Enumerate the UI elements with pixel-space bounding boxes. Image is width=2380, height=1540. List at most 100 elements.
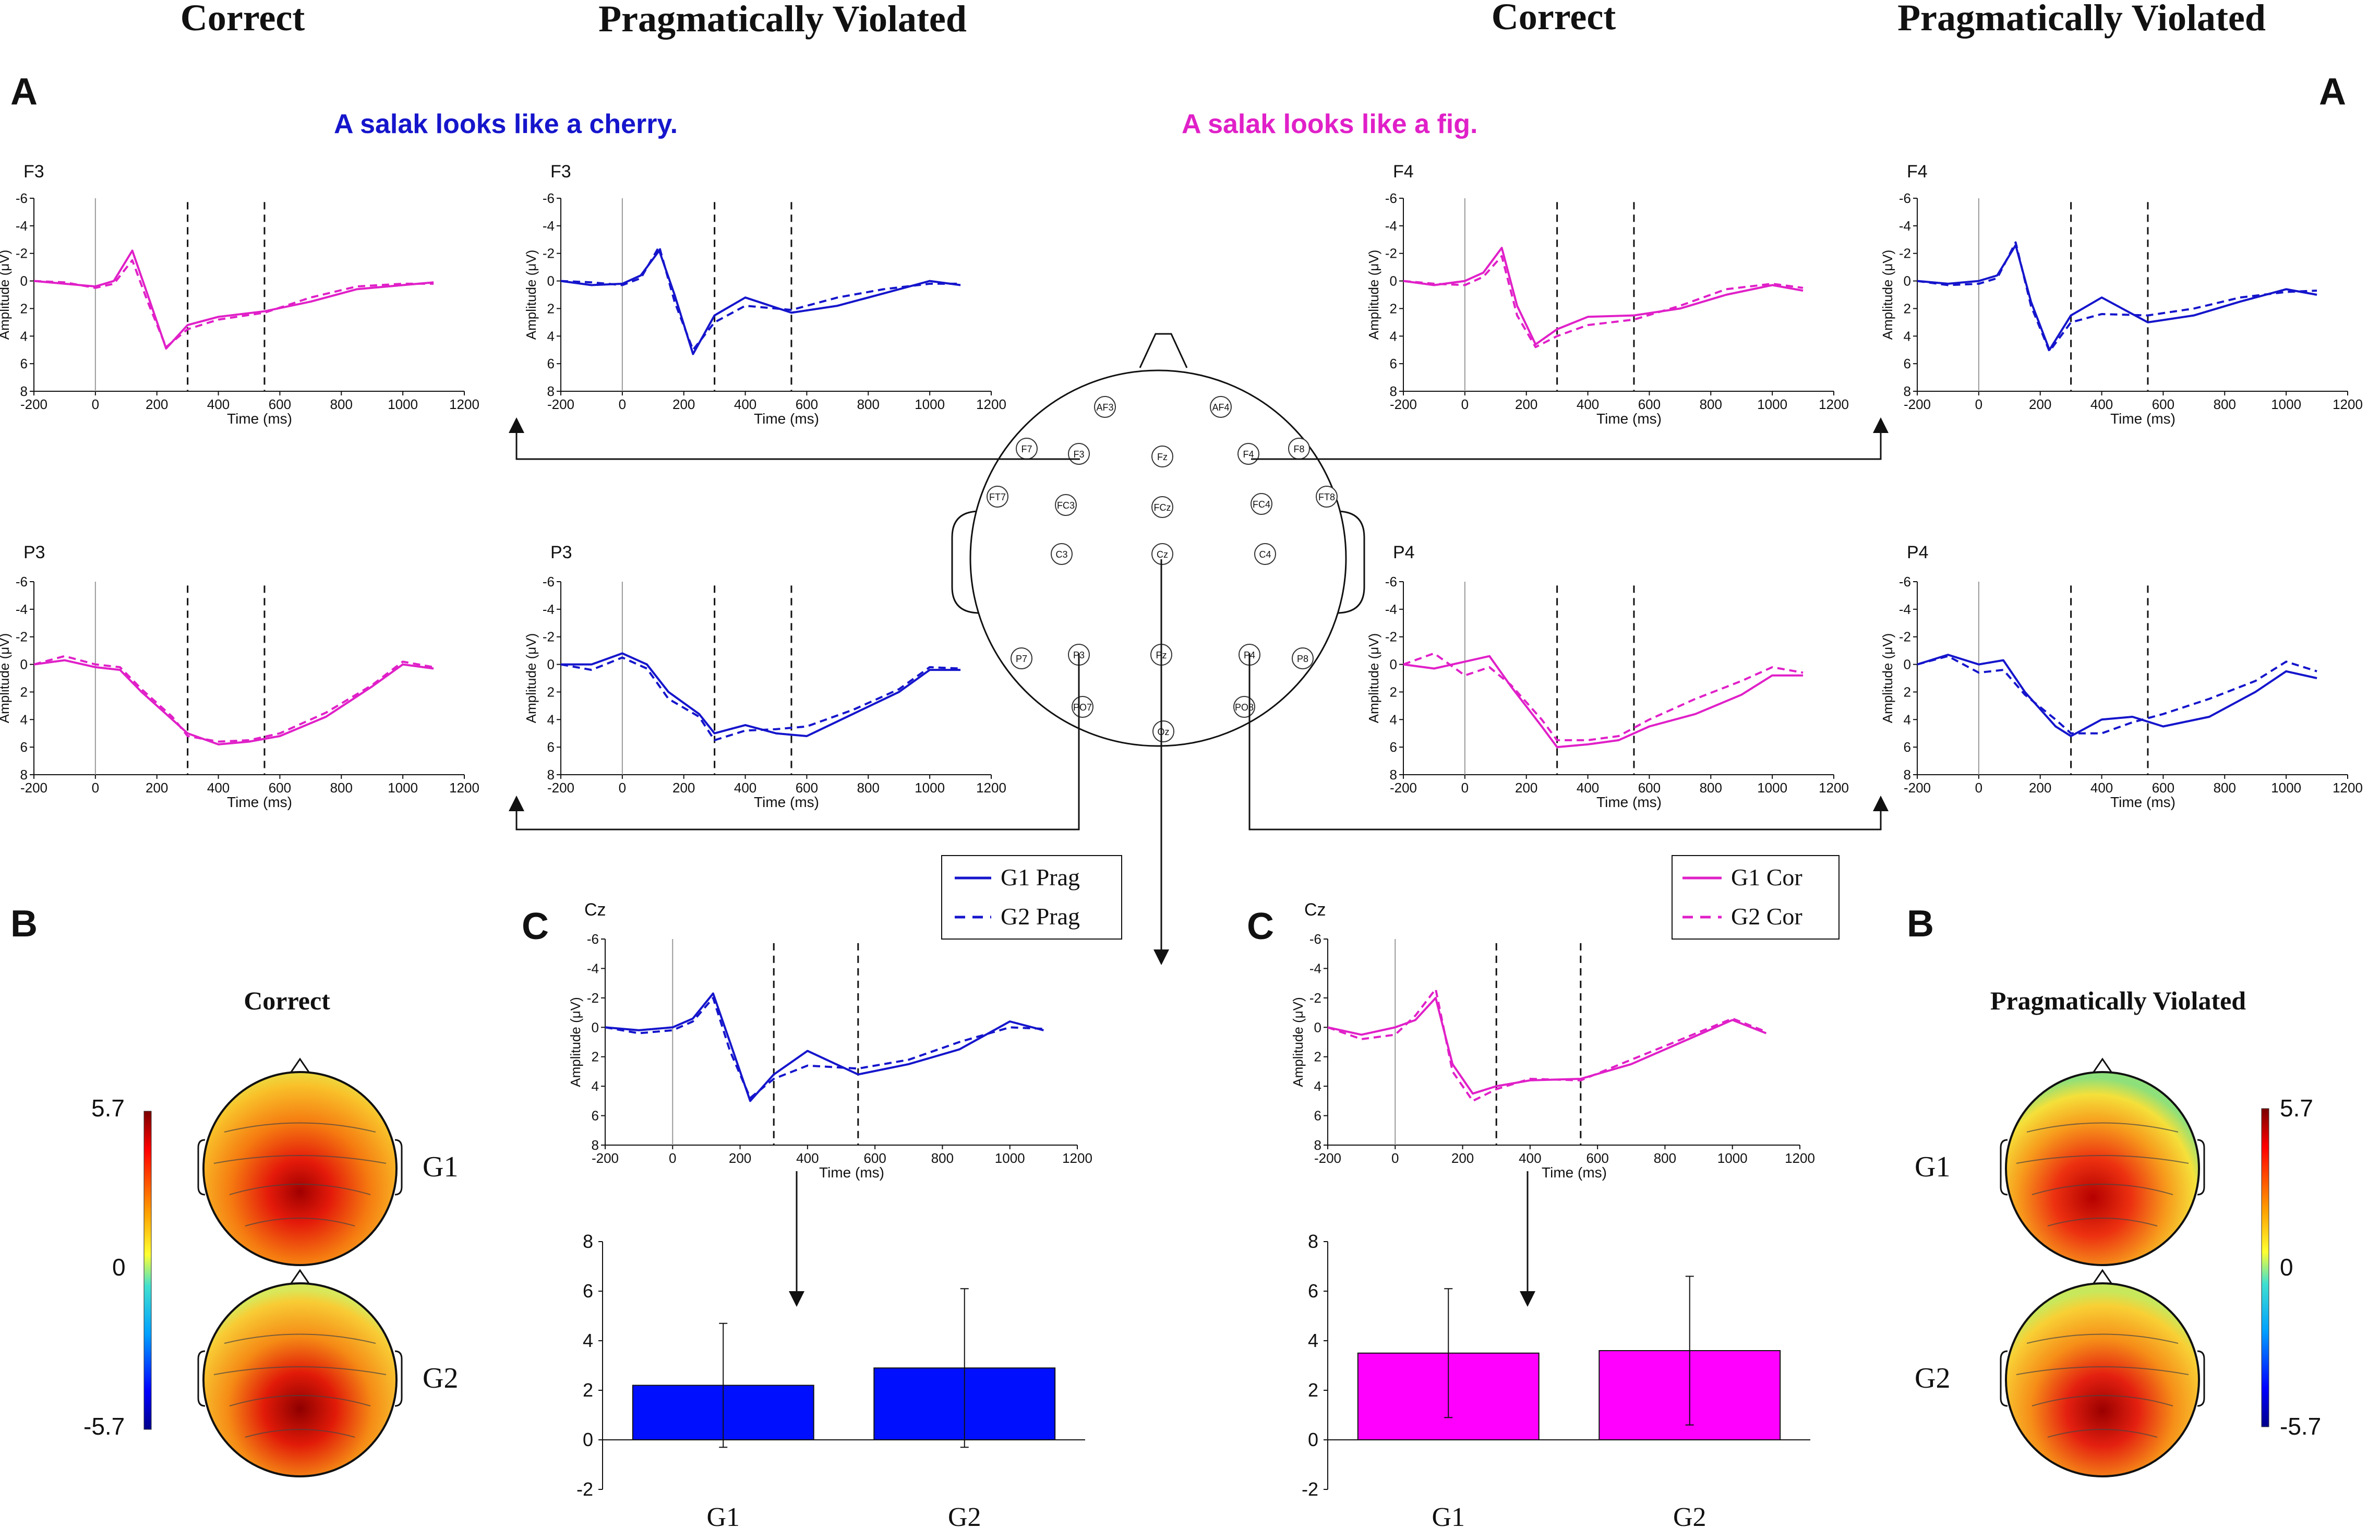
y-tick-label: 0: [592, 1019, 599, 1035]
electrode-circle: [1316, 486, 1338, 508]
electrode-cz: Cz: [1151, 543, 1173, 565]
x-tick-label: 400: [2090, 780, 2113, 796]
y-tick-label: -2: [16, 246, 28, 261]
y-tick-label: 2: [1314, 1049, 1321, 1065]
erp-p3-correct: P3 -6 -4 -2 0 2 4 6 8-200 0 200 400 600 800 1000 1200 Ti…: [0, 543, 479, 810]
x-tick-label: 600: [796, 396, 818, 412]
electrode-fc3: FC3: [1055, 494, 1077, 516]
y-tick-label: 2: [1390, 300, 1397, 316]
y-tick-label: 6: [1390, 356, 1397, 371]
x-tick-label: 1200: [976, 396, 1006, 412]
electrode-label: Oz: [1157, 727, 1169, 737]
topo-head-correct-g2: [197, 1269, 403, 1477]
y-tick-label: -2: [1385, 246, 1397, 261]
topo-label-correct-g1: G1: [423, 1151, 458, 1183]
topo-head-prag-g2: [2000, 1269, 2205, 1477]
y-tick-label: -2: [1309, 990, 1321, 1006]
x-axis-label: Time (ms): [227, 794, 292, 810]
y-tick-label: 0: [1390, 273, 1397, 289]
x-tick-label: 200: [146, 396, 168, 412]
erp-f3-correct: F3 -6 -4 -2 0 2 4 6 8-200 0 200 400 600 800 1000 1200 Ti…: [0, 162, 479, 427]
y-tick-label: -4: [1385, 601, 1397, 617]
y-tick-label: -6: [1899, 574, 1911, 589]
y-tick-label: -2: [16, 629, 28, 645]
x-tick-label: 200: [672, 396, 695, 412]
electrode-label: C3: [1055, 549, 1067, 560]
x-tick-label: 400: [207, 780, 230, 796]
legend-prag-g1: G1 Prag: [1001, 864, 1080, 891]
y-axis-label: Amplitude (μV): [1290, 997, 1306, 1087]
electrode-po8: PO8: [1233, 696, 1255, 718]
arrow-p4: [1248, 653, 1889, 831]
electrode-circle: [1011, 647, 1032, 669]
bar-category-label: G1: [1432, 1502, 1465, 1532]
series-line-g1-cor: [1327, 996, 1767, 1095]
electrode-circle: [1151, 446, 1173, 467]
y-tick-label: -4: [587, 960, 599, 976]
electrode-fz: Fz: [1151, 446, 1173, 467]
x-tick-label: -200: [1904, 780, 1931, 796]
x-tick-label: 1200: [2333, 396, 2363, 412]
y-axis-label: Amplitude (μV): [523, 250, 539, 340]
x-axis-label: Time (ms): [2110, 794, 2175, 810]
electrode-label: PO8: [1235, 702, 1254, 713]
x-axis-label: Time (ms): [1596, 411, 1662, 427]
electrode-label: Cz: [1157, 549, 1168, 560]
bar-y-tick-label: 0: [583, 1429, 593, 1450]
y-tick-label: -6: [587, 931, 599, 947]
legend-prag-g2: G2 Prag: [1001, 903, 1080, 930]
electrode-fcz: FCz: [1151, 496, 1173, 518]
x-tick-label: -200: [20, 780, 47, 796]
x-tick-label: 800: [330, 780, 353, 796]
colorbar-right: [2261, 1108, 2269, 1427]
y-tick-label: 8: [1390, 383, 1397, 399]
electrode-c4: C4: [1254, 543, 1276, 565]
erp-cz-correct: Cz -6 -4 -2 0 2 4 6 8-200 0 200 400 600 800 1000 1200 Ti…: [1290, 900, 1815, 1181]
legend-cor-box: [1672, 855, 1840, 940]
x-tick-label: 600: [1638, 780, 1661, 796]
y-axis-label: Amplitude (μV): [0, 250, 12, 340]
arrow-f3: [509, 417, 1080, 460]
series-line-g2-cor: [1403, 652, 1804, 741]
x-tick-label: 0: [1975, 396, 1982, 412]
x-tick-label: 800: [2214, 780, 2236, 796]
bar-y-tick-label: 6: [583, 1280, 593, 1302]
arrow-f4: [1251, 417, 1889, 460]
erp-f4-prag: F4 -6 -4 -2 0 2 4 6 8-200 0 200 400 600 800 1000 1200 Ti…: [1880, 162, 2363, 427]
y-tick-label: -4: [16, 601, 28, 617]
electrode-label: F3: [1073, 449, 1084, 460]
panel-letter-a-right: A: [2319, 71, 2346, 113]
y-tick-label: -6: [1309, 931, 1321, 947]
channel-label: P4: [1907, 543, 1929, 562]
series-line-g2-cor: [1327, 988, 1767, 1102]
topo-label-correct-g2: G2: [423, 1362, 458, 1394]
topo-panel-correct: Correct 5.7 0 -5.7 G1 G2: [83, 986, 458, 1477]
x-tick-label: 600: [269, 780, 291, 796]
bar-y-tick-label: 6: [1308, 1280, 1318, 1302]
x-tick-label: 600: [2152, 396, 2174, 412]
electrode-label: F4: [1243, 449, 1254, 460]
topo-label-prag-g2: G2: [1915, 1362, 1950, 1394]
electrode-p8: P8: [1292, 647, 1314, 669]
y-tick-label: 2: [547, 684, 555, 700]
electrode-f3: F3: [1068, 443, 1090, 465]
x-tick-label: 200: [1515, 780, 1537, 796]
bar-y-tick-label: 8: [1308, 1231, 1318, 1252]
y-tick-label: 6: [1390, 739, 1397, 755]
electrode-f7: F7: [1016, 438, 1038, 460]
panel-letter-c-right: C: [1247, 906, 1274, 947]
y-tick-label: 2: [592, 1049, 599, 1065]
y-tick-label: 8: [1904, 767, 1911, 783]
colorbar-left-min: -5.7: [83, 1413, 125, 1440]
x-tick-label: 400: [734, 780, 756, 796]
erp-cz-prag: Cz -6 -4 -2 0 2 4 6 8-200 0 200 400 600 800 1000 1200 Ti…: [568, 900, 1092, 1181]
y-tick-label: 2: [1904, 300, 1911, 316]
y-tick-label: 2: [1390, 684, 1397, 700]
electrode-circle: [987, 486, 1008, 508]
bar-category-label: G2: [1673, 1502, 1706, 1532]
series-line-g2-cor: [33, 259, 434, 348]
series-line-g1-cor: [1403, 655, 1804, 749]
y-tick-label: -6: [16, 574, 28, 589]
y-tick-label: -6: [543, 190, 555, 206]
y-tick-label: -2: [587, 990, 599, 1006]
